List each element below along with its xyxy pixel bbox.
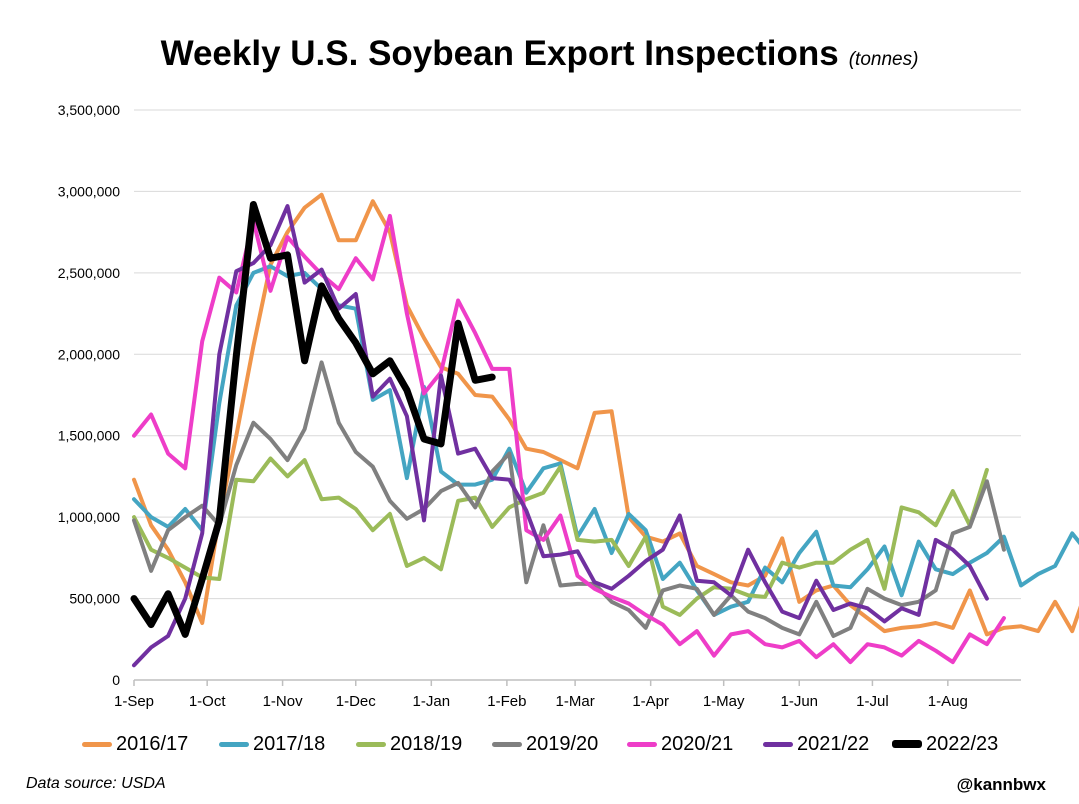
x-tick-label: 1-Nov — [263, 693, 304, 710]
legend-swatch — [492, 741, 522, 747]
legend-item: 2021/22 — [763, 731, 869, 757]
x-tick-label: 1-Dec — [336, 693, 377, 710]
y-tick-label: 0 — [112, 672, 120, 688]
y-tick-label: 2,500,000 — [58, 265, 120, 281]
legend-label: 2019/20 — [526, 732, 599, 755]
y-tick-label: 500,000 — [69, 591, 120, 607]
x-tick-label: 1-Jan — [413, 693, 451, 710]
x-tick-label: 1-May — [703, 693, 745, 710]
y-tick-label: 1,500,000 — [58, 428, 120, 444]
data-source: Data source: USDA — [26, 775, 166, 792]
legend-item: 2019/20 — [492, 731, 598, 757]
legend-label: 2021/22 — [797, 732, 870, 755]
author-handle: @kannbwx — [956, 775, 1046, 794]
chart-title: Weekly U.S. Soybean Export Inspections (t… — [0, 34, 1079, 74]
grid-lines — [134, 109, 1021, 600]
legend-label: 2020/21 — [661, 732, 734, 755]
legend-label: 2017/18 — [253, 732, 326, 755]
legend-swatch — [219, 741, 249, 747]
legend-swatch — [892, 740, 922, 748]
x-tick-label: 1-Apr — [632, 693, 669, 710]
chart-title-unit: (tonnes) — [848, 49, 919, 70]
x-tick-label: 1-Sep — [114, 693, 154, 710]
legend-item: 2020/21 — [627, 731, 733, 757]
series-line-2017-18 — [132, 264, 1079, 617]
legend-item: 2016/17 — [82, 731, 188, 757]
y-tick-label: 3,500,000 — [58, 102, 120, 118]
legend-item: 2018/19 — [356, 731, 462, 757]
legend: 2016/17 2017/18 2018/19 2019/20 2020/21 2021/… — [0, 731, 1079, 757]
legend-label: 2016/17 — [116, 732, 189, 755]
x-tick-label: 1-Oct — [189, 693, 227, 710]
legend-swatch — [82, 741, 112, 747]
axes: 0 500,000 1,000,000 1,500,000 2,000,000 2,500… — [58, 102, 1021, 710]
chart-title-text: Weekly U.S. Soybean Export Inspections — [160, 34, 839, 73]
y-tick-label: 3,000,000 — [58, 183, 120, 199]
series-line-2019-20 — [132, 360, 1006, 638]
legend-item: 2022/23 — [892, 731, 998, 757]
series-line-2020-21 — [132, 213, 1006, 665]
legend-swatch — [627, 741, 657, 747]
x-tick-label: 1-Jul — [856, 693, 889, 710]
y-tick-label: 2,000,000 — [58, 346, 120, 362]
x-tick-label: 1-Jun — [780, 693, 818, 710]
legend-label: 2018/19 — [390, 732, 463, 755]
legend-label: 2022/23 — [926, 732, 999, 755]
series-line-2022-23 — [130, 201, 496, 638]
x-tick-label: 1-Mar — [556, 693, 595, 710]
series-line-2016-17 — [132, 192, 1079, 637]
series-lines — [130, 192, 1079, 668]
series-line-2021-22 — [132, 204, 989, 668]
legend-item: 2017/18 — [219, 731, 325, 757]
legend-swatch — [356, 741, 386, 747]
x-tick-label: 1-Aug — [928, 693, 968, 710]
y-tick-label: 1,000,000 — [58, 509, 120, 525]
x-tick-label: 1-Feb — [487, 693, 526, 710]
legend-swatch — [763, 741, 793, 747]
series-line-2018-19 — [132, 456, 989, 617]
